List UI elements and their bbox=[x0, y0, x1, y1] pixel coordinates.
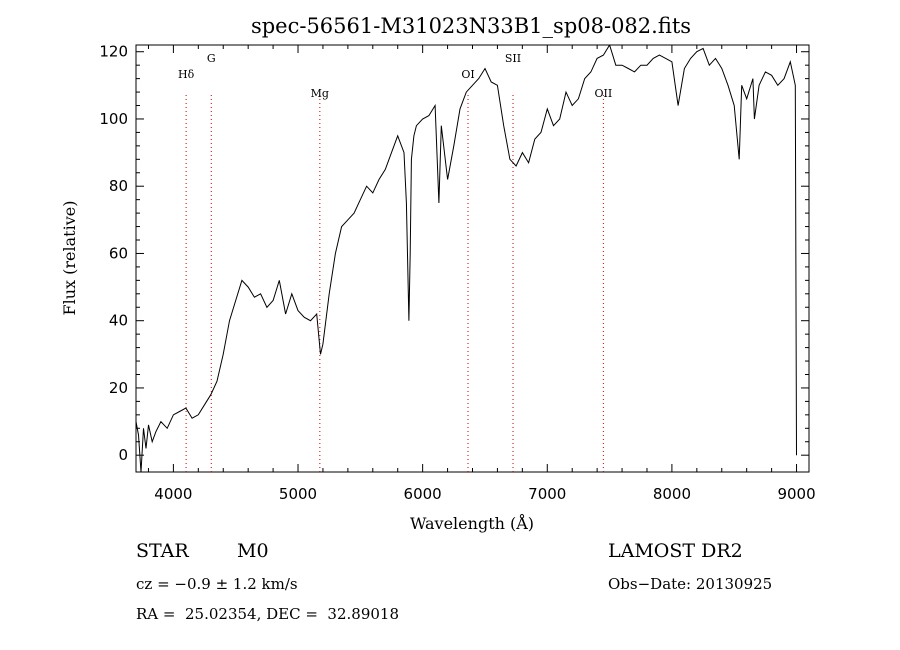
plot-frame bbox=[135, 44, 810, 473]
object-class: STAR bbox=[136, 540, 189, 562]
chart-title: spec-56561-M31023N33B1_sp08-082.fits bbox=[251, 14, 691, 38]
line-marker-label: SII bbox=[505, 52, 521, 65]
y-tick-label: 40 bbox=[109, 312, 128, 330]
x-tick-label: 8000 bbox=[653, 485, 691, 503]
survey-name: LAMOST DR2 bbox=[608, 540, 743, 562]
y-tick-label: 80 bbox=[109, 177, 128, 195]
line-marker-label: Hδ bbox=[178, 68, 195, 81]
coordinates: RA = 25.02354, DEC = 32.89018 bbox=[136, 605, 400, 623]
series-layer bbox=[136, 45, 797, 472]
object-subclass: M0 bbox=[237, 540, 269, 562]
spectrum-line bbox=[136, 45, 797, 472]
redshift-cz: cz = −0.9 ± 1.2 km/s bbox=[136, 575, 298, 593]
y-tick-label: 100 bbox=[99, 110, 128, 128]
x-tick-label: 6000 bbox=[404, 485, 442, 503]
line-markers: Hδ G Mg OI SII OII bbox=[178, 52, 612, 472]
line-marker-label: Mg bbox=[311, 87, 329, 100]
x-axis-label: Wavelength (Å) bbox=[410, 513, 534, 533]
line-marker-label: OI bbox=[461, 68, 474, 81]
line-marker-label: G bbox=[207, 52, 216, 65]
x-tick-label: 7000 bbox=[528, 485, 566, 503]
y-tick-label: 20 bbox=[109, 379, 128, 397]
line-marker-label: OII bbox=[595, 87, 613, 100]
y-tick-label: 0 bbox=[118, 446, 128, 464]
axes: 4000 5000 6000 7000 8000 9000 0 20 40 60 80 100 120 bbox=[99, 43, 815, 503]
observation-date: Obs−Date: 20130925 bbox=[608, 575, 773, 593]
y-tick-label: 120 bbox=[99, 43, 128, 61]
x-tick-label: 5000 bbox=[279, 485, 317, 503]
x-tick-label: 9000 bbox=[777, 485, 815, 503]
y-axis-label: Flux (relative) bbox=[60, 201, 79, 316]
x-tick-label: 4000 bbox=[154, 485, 192, 503]
y-tick-label: 60 bbox=[109, 244, 128, 262]
